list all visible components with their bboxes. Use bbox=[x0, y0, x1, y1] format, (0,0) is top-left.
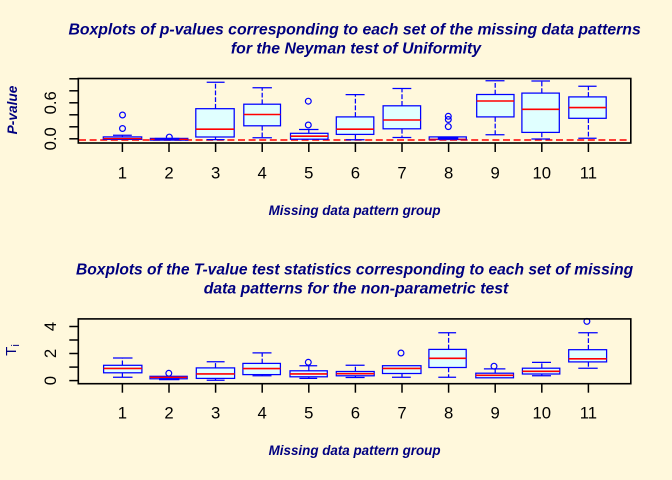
svg-text:Missing data pattern group: Missing data pattern group bbox=[269, 203, 441, 218]
svg-text:11: 11 bbox=[580, 163, 597, 182]
svg-text:Boxplots of the T-value test s: Boxplots of the T-value test statistics … bbox=[76, 262, 634, 279]
svg-text:8: 8 bbox=[444, 163, 453, 182]
svg-text:2: 2 bbox=[164, 163, 173, 182]
svg-text:8: 8 bbox=[444, 403, 453, 422]
svg-text:5: 5 bbox=[304, 403, 313, 422]
svg-text:9: 9 bbox=[491, 403, 500, 422]
svg-text:7: 7 bbox=[397, 403, 406, 422]
svg-text:11: 11 bbox=[580, 403, 597, 422]
svg-text:0.6: 0.6 bbox=[41, 91, 60, 114]
svg-text:6: 6 bbox=[351, 163, 360, 182]
svg-text:2: 2 bbox=[164, 403, 173, 422]
svg-text:P-value: P-value bbox=[5, 85, 20, 134]
svg-text:data patterns for the non-para: data patterns for the non-parametric tes… bbox=[204, 281, 509, 298]
svg-text:2: 2 bbox=[41, 349, 60, 358]
svg-text:Missing data pattern group: Missing data pattern group bbox=[269, 443, 441, 458]
svg-text:1: 1 bbox=[118, 403, 127, 422]
svg-text:for the Neyman test of Uniform: for the Neyman test of Uniformity bbox=[231, 41, 482, 58]
svg-text:9: 9 bbox=[491, 163, 500, 182]
svg-text:10: 10 bbox=[533, 403, 552, 422]
svg-text:5: 5 bbox=[304, 163, 313, 182]
svg-text:10: 10 bbox=[533, 163, 552, 182]
svg-text:4: 4 bbox=[258, 403, 267, 422]
svg-text:4: 4 bbox=[41, 322, 60, 331]
svg-text:3: 3 bbox=[211, 163, 220, 182]
svg-text:1: 1 bbox=[118, 163, 127, 182]
svg-text:6: 6 bbox=[351, 403, 360, 422]
svg-text:0.0: 0.0 bbox=[41, 127, 60, 150]
svg-text:4: 4 bbox=[258, 163, 267, 182]
svg-text:Ti: Ti bbox=[3, 344, 22, 356]
svg-text:Boxplots of p-values correspon: Boxplots of p-values corresponding to ea… bbox=[68, 22, 641, 39]
svg-text:7: 7 bbox=[397, 163, 406, 182]
svg-text:0: 0 bbox=[41, 376, 60, 385]
svg-text:3: 3 bbox=[211, 403, 220, 422]
